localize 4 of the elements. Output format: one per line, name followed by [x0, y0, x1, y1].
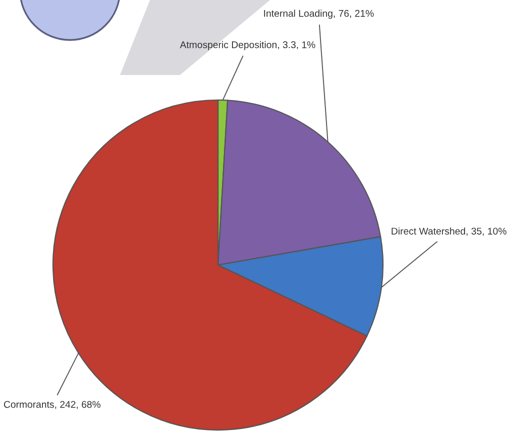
- slice-label: Atmosperic Deposition, 3.3, 1%: [180, 41, 316, 50]
- slice-label: Direct Watershed, 35, 10%: [392, 227, 506, 236]
- slice-label: Cormorants, 242, 68%: [4, 400, 100, 410]
- slice-label: Internal Loading, 76, 21%: [264, 10, 374, 19]
